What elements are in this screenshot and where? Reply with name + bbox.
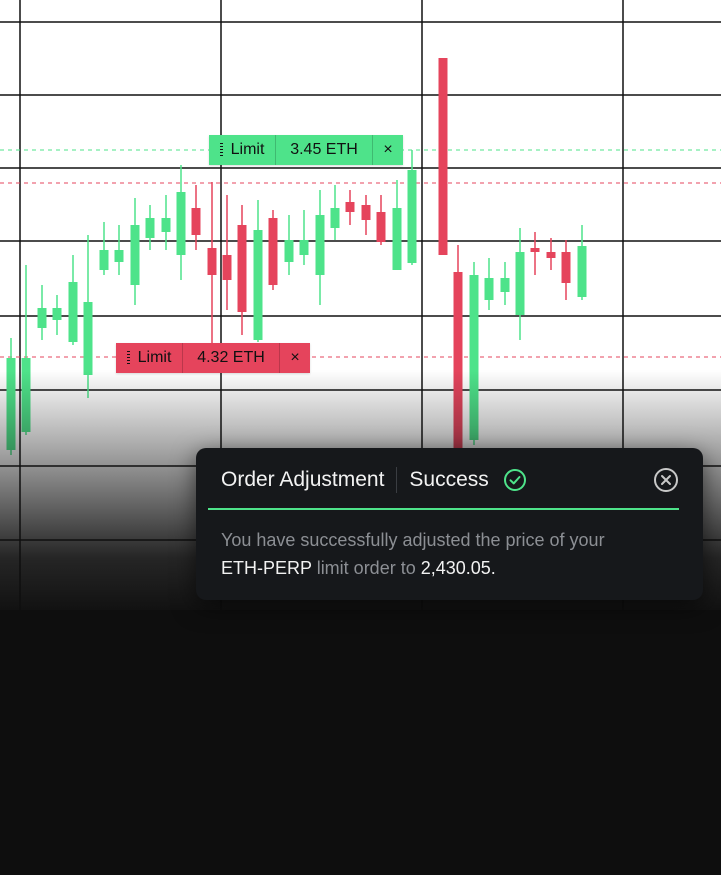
candle-body <box>145 218 155 238</box>
message-text-middle: limit order to <box>311 558 421 578</box>
candle-body <box>176 192 186 255</box>
toast-accent-line <box>208 508 679 510</box>
candle-body <box>237 225 247 312</box>
candle-body <box>345 202 355 212</box>
symbol-text: ETH-PERP <box>221 558 312 578</box>
order-amount-label: 3.45 ETH <box>290 141 358 158</box>
order-type-label: Limit <box>137 349 172 366</box>
toast-status: Success <box>409 468 489 491</box>
toast-message: You have successfully adjusted the price… <box>221 526 663 582</box>
cancel-order-button[interactable]: × <box>280 343 310 373</box>
price-text: 2,430.05 <box>420 558 491 578</box>
candle-body <box>561 252 571 283</box>
drag-handle-icon[interactable] <box>219 143 223 157</box>
candle-body <box>315 215 325 275</box>
check-circle-icon <box>503 468 527 492</box>
message-text-suffix: . <box>490 558 496 578</box>
order-type-segment[interactable]: Limit <box>116 343 183 373</box>
order-amount-segment[interactable]: 3.45 ETH <box>276 135 373 165</box>
dark-background <box>0 610 721 875</box>
candle-body <box>407 170 417 263</box>
candle-body <box>207 248 217 275</box>
order-type-label: Limit <box>230 141 265 158</box>
candle-body <box>438 58 448 255</box>
close-icon: × <box>290 349 300 366</box>
candle-body <box>299 240 309 255</box>
candle-body <box>191 208 201 235</box>
cancel-order-button[interactable]: × <box>373 135 403 165</box>
candle-body <box>83 302 93 375</box>
candle-body <box>500 278 510 292</box>
close-toast-button[interactable] <box>653 467 679 493</box>
candle-body <box>453 272 463 448</box>
candle-body <box>21 358 31 432</box>
candle-body <box>361 205 371 220</box>
candle-body <box>268 218 278 285</box>
candle-body <box>469 275 479 440</box>
order-type-segment[interactable]: Limit <box>209 135 276 165</box>
message-text: You have successfully adjusted the price… <box>221 530 605 550</box>
candle-body <box>114 250 124 262</box>
candle-body <box>68 282 78 342</box>
candle-body <box>530 248 540 252</box>
candle-body <box>392 208 402 270</box>
close-circle-icon <box>654 468 678 492</box>
candle-body <box>284 240 294 262</box>
toast-title: Order Adjustment <box>221 468 385 491</box>
candle-body <box>222 255 232 280</box>
candle-body <box>546 252 556 258</box>
toast-header: Order Adjustment Success <box>221 466 679 494</box>
candle-body <box>376 212 386 242</box>
candle-body <box>330 208 340 228</box>
candle-body <box>130 225 140 285</box>
candle-body <box>515 252 525 315</box>
candle-body <box>577 246 587 297</box>
order-adjustment-toast: Order Adjustment Success You have succes… <box>196 448 703 600</box>
order-amount-segment[interactable]: 4.32 ETH <box>183 343 280 373</box>
candle-body <box>99 250 109 270</box>
drag-handle-icon[interactable] <box>126 351 130 365</box>
candle-body <box>161 218 171 232</box>
close-icon: × <box>383 141 393 158</box>
candle-body <box>52 308 62 320</box>
limit-order-tag-red[interactable]: Limit 4.32 ETH × <box>116 343 310 373</box>
limit-order-tag-green[interactable]: Limit 3.45 ETH × <box>209 135 403 165</box>
order-amount-label: 4.32 ETH <box>197 349 265 366</box>
candle-body <box>6 358 16 450</box>
header-divider <box>396 467 398 493</box>
candle-body <box>484 278 494 300</box>
candle-body <box>37 308 47 328</box>
candle-body <box>253 230 263 340</box>
